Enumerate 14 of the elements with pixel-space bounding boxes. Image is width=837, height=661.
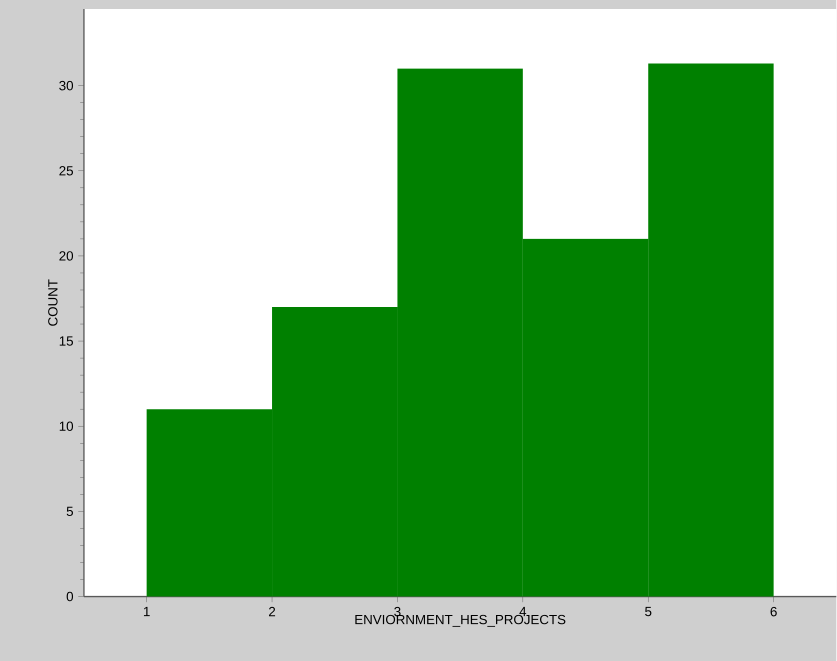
x-tick-label: 4 [519, 606, 526, 616]
x-tick-label: 6 [770, 606, 777, 616]
x-tick-label: 2 [269, 606, 276, 616]
x-tick-label: 1 [144, 606, 150, 616]
x-axis-title: ENVIORNMENT_HES_PROJECTS [355, 614, 566, 627]
y-tick-label: 10 [60, 421, 74, 431]
y-tick-label: 15 [60, 336, 73, 346]
y-tick-label: 20 [59, 250, 74, 260]
y-tick-label: 5 [66, 506, 73, 516]
y-tick-label: 30 [59, 80, 74, 90]
y-axis-title: COUNT [48, 279, 58, 326]
y-tick-label: 25 [59, 166, 73, 176]
y-tick-label: 0 [66, 592, 74, 601]
x-tick-label: 5 [645, 606, 652, 616]
